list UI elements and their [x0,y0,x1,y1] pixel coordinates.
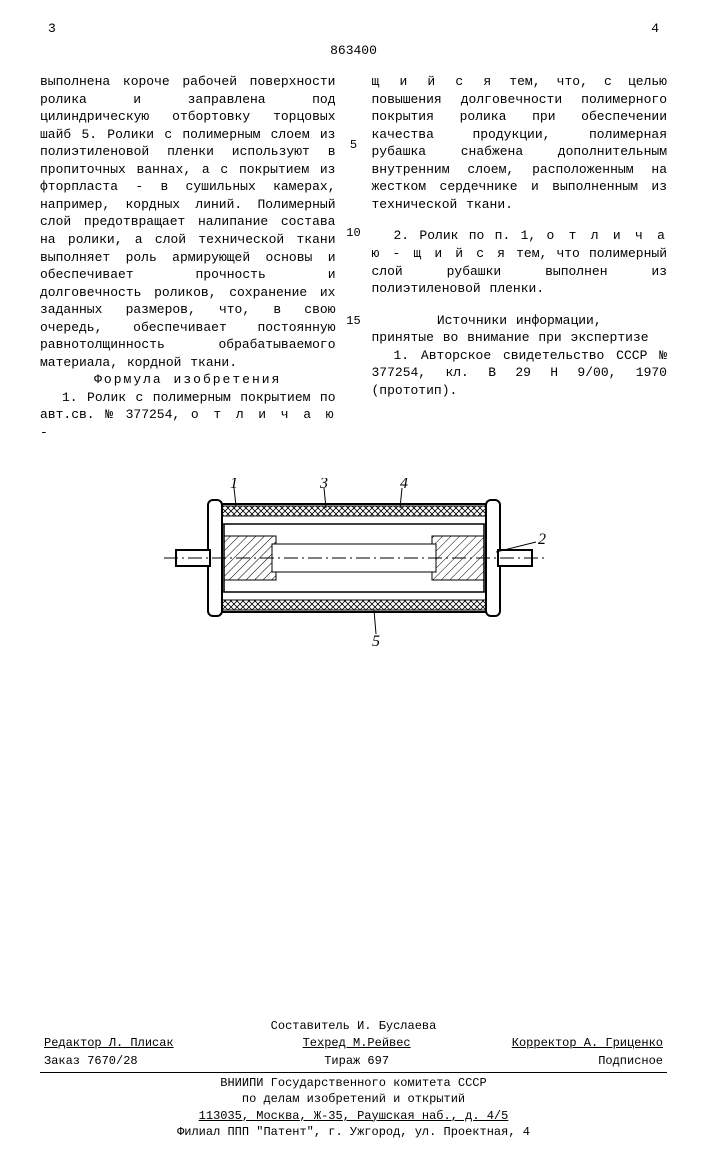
source-1: 1. Авторское свидетельство СССР № 377254… [372,347,668,400]
figure-label-3: 3 [319,478,328,492]
tirazh: Тираж 697 [324,1054,389,1068]
sources-sub: принятые во внимание при экспертизе [372,329,668,347]
podpisnoe: Подписное [598,1054,663,1068]
left-column: выполнена короче рабочей поверхности рол… [40,73,336,441]
compiler: Составитель И. Буслаева [40,1018,667,1034]
left-paragraph-1: выполнена короче рабочей поверхности рол… [40,73,336,371]
footer-line2: по делам изобретений и открытий [40,1091,667,1107]
imprint-footer: Составитель И. Буслаева Редактор Л. Плис… [40,1018,667,1140]
figure-label-5: 5 [372,633,380,648]
footer-line4: Филиал ППП "Патент", г. Ужгород, ул. Про… [40,1124,667,1140]
footer-credits-table: Редактор Л. Плисак Техред М.Рейвес Корре… [40,1034,667,1070]
claim-2: 2. Ролик по п. 1, о т л и ч а ю - щ и й … [372,227,668,297]
claim-1-cont: щ и й с я тем, что, с целью повышения до… [372,73,668,213]
patent-number: 863400 [40,42,667,60]
figure-label-2: 2 [538,531,546,548]
claim-1-left: 1. Ролик с полимерным покрытием по авт.с… [40,389,336,442]
formula-title: Формула изобретения [40,371,336,389]
footer-line3: 113035, Москва, Ж-35, Раушская наб., д. … [40,1108,667,1124]
figure-label-1: 1 [230,478,238,492]
roller-figure: 1 3 4 2 5 [144,478,564,648]
claim-1-cont-a: щ и й с я [372,74,494,89]
column-number-row: 3 4 [40,20,667,38]
figure-label-4: 4 [400,478,408,492]
col-number-left: 3 [48,20,56,38]
claim-2a: 2. Ролик по п. 1, [394,228,547,243]
claim-1-cont-b: тем, что, с целью повышения долговечност… [372,74,668,212]
footer-line1: ВНИИПИ Государственного комитета СССР [40,1075,667,1091]
editor: Редактор Л. Плисак [44,1036,174,1050]
order-number: Заказ 7670/28 [44,1054,138,1068]
right-column: щ и й с я тем, что, с целью повышения до… [372,73,668,441]
corrector: Корректор А. Гриценко [512,1036,663,1050]
page: 3 4 863400 5 10 15 выполнена короче рабо… [0,0,707,1170]
text-block: 5 10 15 выполнена короче рабочей поверхн… [40,73,667,441]
col-number-right: 4 [651,20,659,38]
sources-title: Источники информации, [372,312,668,330]
techred: Техред М.Рейвес [303,1036,411,1050]
